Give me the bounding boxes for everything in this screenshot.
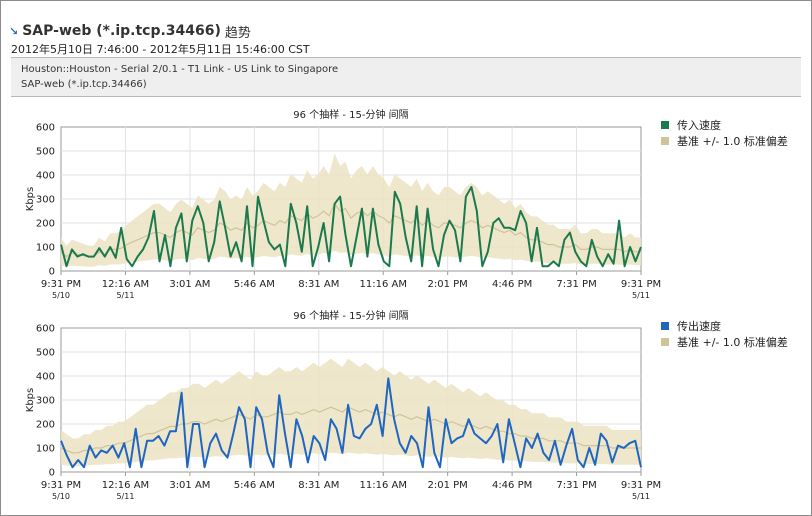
y-tick-label: 400 — [36, 372, 55, 383]
inbound-chart: 96 个抽样 - 15-分钟 间隔 0 100 200 300 400 500 600 Kbps… — [25, 108, 788, 300]
baseline-mean-line — [60, 406, 641, 454]
legend-swatch — [661, 121, 669, 129]
x-tick-label: 9:31 PM — [621, 279, 661, 290]
y-tick-label: 100 — [36, 243, 55, 254]
x-tick-label: 4:46 PM — [492, 279, 532, 290]
y-tick-label: 400 — [36, 171, 55, 182]
report-title-suffix: 趋势 — [224, 25, 251, 41]
y-tick-label: 200 — [36, 219, 55, 230]
chart-title: 96 个抽样 - 15-分钟 间隔 — [293, 108, 408, 121]
legend-swatch — [661, 322, 669, 330]
baseline-band — [61, 358, 641, 467]
x-tick-label: 7:31 PM — [556, 279, 596, 290]
legend-label: 传出速度 — [677, 319, 721, 333]
date-range: 2012年5月10日 7:46:00 - 2012年5月11日 15:46:00… — [11, 43, 310, 56]
y-tick-label: 300 — [36, 396, 55, 407]
y-tick-label: 500 — [36, 348, 55, 359]
x-tick-date: 5/11 — [632, 291, 650, 300]
x-tick-label: 8:31 AM — [298, 279, 339, 290]
y-tick-label: 100 — [36, 444, 55, 455]
x-tick-label: 2:01 PM — [428, 480, 468, 491]
info-box: Houston::Houston - Serial 2/0.1 - T1 Lin… — [11, 57, 801, 97]
baseline-mean-line — [60, 202, 641, 258]
report-header: ↘ SAP-web (*.ip.tcp.34466) 趋势 — [9, 21, 251, 41]
x-tick-date: 5/11 — [116, 492, 134, 501]
x-tick-date: 5/10 — [52, 291, 70, 300]
x-tick-label: 5:46 AM — [234, 279, 275, 290]
x-tick-label: 2:01 PM — [428, 279, 468, 290]
y-tick-label: 0 — [49, 267, 55, 278]
x-tick-date: 5/11 — [632, 492, 650, 501]
legend-label: 基准 +/- 1.0 标准偏差 — [677, 335, 788, 349]
legend-swatch — [661, 338, 669, 346]
y-tick-label: 600 — [36, 324, 55, 335]
y-tick-label: 300 — [36, 195, 55, 206]
x-tick-label: 5:46 AM — [234, 480, 275, 491]
arrow-icon[interactable]: ↘ — [9, 24, 19, 38]
x-tick-label: 11:16 AM — [359, 480, 406, 491]
y-tick-label: 0 — [49, 468, 55, 479]
y-tick-label: 500 — [36, 147, 55, 158]
x-tick-label: 9:31 PM — [41, 279, 81, 290]
x-tick-label: 3:01 AM — [169, 279, 210, 290]
x-tick-label: 12:16 AM — [102, 480, 149, 491]
x-tick-label: 12:16 AM — [102, 279, 149, 290]
legend-label: 传入速度 — [677, 118, 721, 132]
x-tick-label: 9:31 PM — [621, 480, 661, 491]
y-axis-label: Kbps — [25, 388, 36, 412]
y-tick-label: 200 — [36, 420, 55, 431]
info-link-path: Houston::Houston - Serial 2/0.1 - T1 Lin… — [21, 64, 339, 75]
series-line — [60, 377, 642, 469]
x-tick-label: 4:46 PM — [492, 480, 532, 491]
x-tick-label: 3:01 AM — [169, 480, 210, 491]
series-line — [60, 186, 642, 268]
info-app-name: SAP-web (*.ip.tcp.34466) — [21, 79, 147, 90]
report-title: SAP-web (*.ip.tcp.34466) — [22, 23, 221, 39]
x-tick-label: 11:16 AM — [359, 279, 406, 290]
x-tick-date: 5/11 — [116, 291, 134, 300]
x-tick-label: 9:31 PM — [41, 480, 81, 491]
x-tick-label: 7:31 PM — [556, 480, 596, 491]
legend-swatch — [661, 137, 669, 145]
chart-title: 96 个抽样 - 15-分钟 间隔 — [293, 309, 408, 322]
outbound-chart: 96 个抽样 - 15-分钟 间隔 0 100 200 300 400 500 600 Kbps… — [25, 309, 788, 501]
y-tick-label: 600 — [36, 123, 55, 134]
x-tick-label: 8:31 AM — [298, 480, 339, 491]
x-tick-date: 5/10 — [52, 492, 70, 501]
y-axis-label: Kbps — [25, 187, 36, 211]
legend-label: 基准 +/- 1.0 标准偏差 — [677, 134, 788, 148]
